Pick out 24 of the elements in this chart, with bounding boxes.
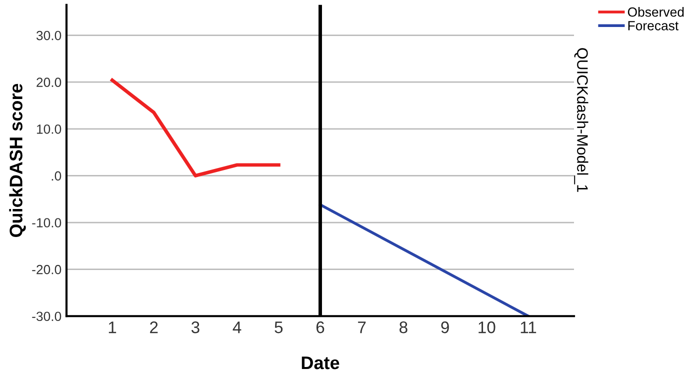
x-tick-label: 2 bbox=[150, 321, 158, 334]
x-tick-label: 6 bbox=[316, 321, 324, 334]
x-tick-label: 8 bbox=[400, 321, 408, 334]
y-tick-label: -20.0 bbox=[32, 264, 62, 274]
y-tick-label: 30.0 bbox=[36, 30, 62, 40]
x-axis-title: Date bbox=[302, 356, 340, 370]
line-series bbox=[110, 78, 280, 178]
x-tick-label: 7 bbox=[358, 322, 366, 334]
x-tick-label: 9 bbox=[441, 321, 449, 334]
legend-label: Forecast bbox=[628, 21, 679, 30]
y2-axis-title: QUICKdash-Model_1 bbox=[574, 48, 588, 192]
y-tick-label: 10.0 bbox=[36, 124, 62, 134]
y-tick-label: -30.0 bbox=[32, 312, 62, 322]
legend-label: Observed bbox=[628, 7, 684, 17]
x-tick-label: 3 bbox=[191, 321, 200, 334]
y-tick-label: .0 bbox=[52, 171, 62, 181]
y-tick-label: 20.0 bbox=[36, 78, 62, 88]
x-tick-label: 11 bbox=[520, 322, 536, 334]
x-tick-label: 1 bbox=[108, 322, 116, 334]
x-tick-label: 5 bbox=[274, 322, 283, 334]
y-tick-label: -10.0 bbox=[32, 218, 62, 228]
x-tick-label: 4 bbox=[232, 322, 242, 334]
y-axis-title: QuickDASH score bbox=[9, 84, 26, 238]
x-tick-label: 10 bbox=[478, 321, 496, 334]
